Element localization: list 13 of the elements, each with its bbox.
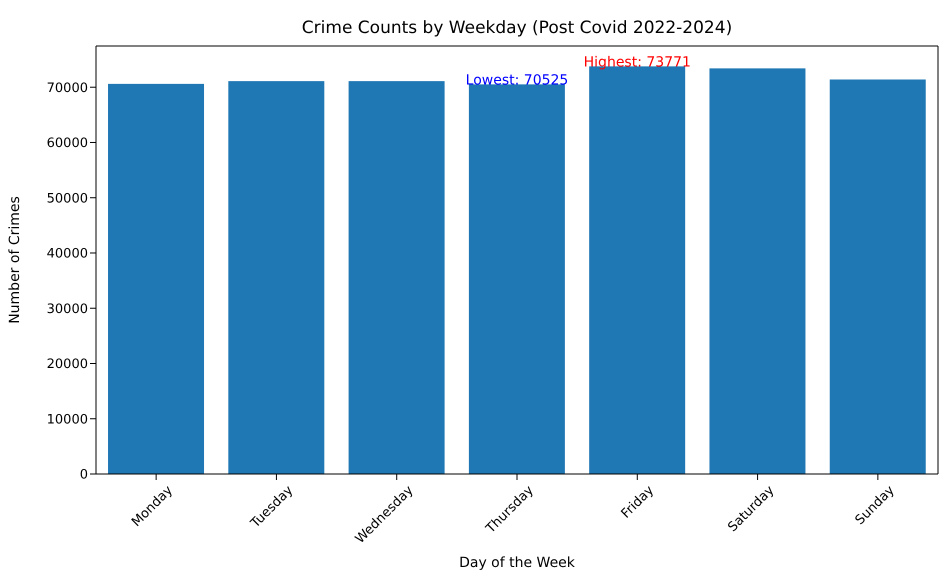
y-tick-label: 20000 bbox=[46, 357, 88, 372]
y-tick-label: 40000 bbox=[46, 246, 88, 262]
y-tick-label: 10000 bbox=[46, 412, 88, 428]
y-tick-label: 50000 bbox=[46, 191, 88, 206]
y-tick-label: 30000 bbox=[46, 302, 88, 317]
chart-title: Crime Counts by Weekday (Post Covid 2022-2024) bbox=[300, 18, 734, 38]
y-axis-title: Number of Crimes bbox=[6, 196, 23, 324]
annotation: Lowest: 70525 bbox=[466, 72, 568, 88]
annotation: Highest: 73771 bbox=[584, 54, 691, 70]
y-tick-label: 70000 bbox=[46, 80, 88, 96]
x-axis-title: Day of the Week bbox=[459, 555, 576, 571]
y-tick-label: 60000 bbox=[46, 136, 88, 152]
y-tick-label: 0 bbox=[80, 468, 88, 483]
